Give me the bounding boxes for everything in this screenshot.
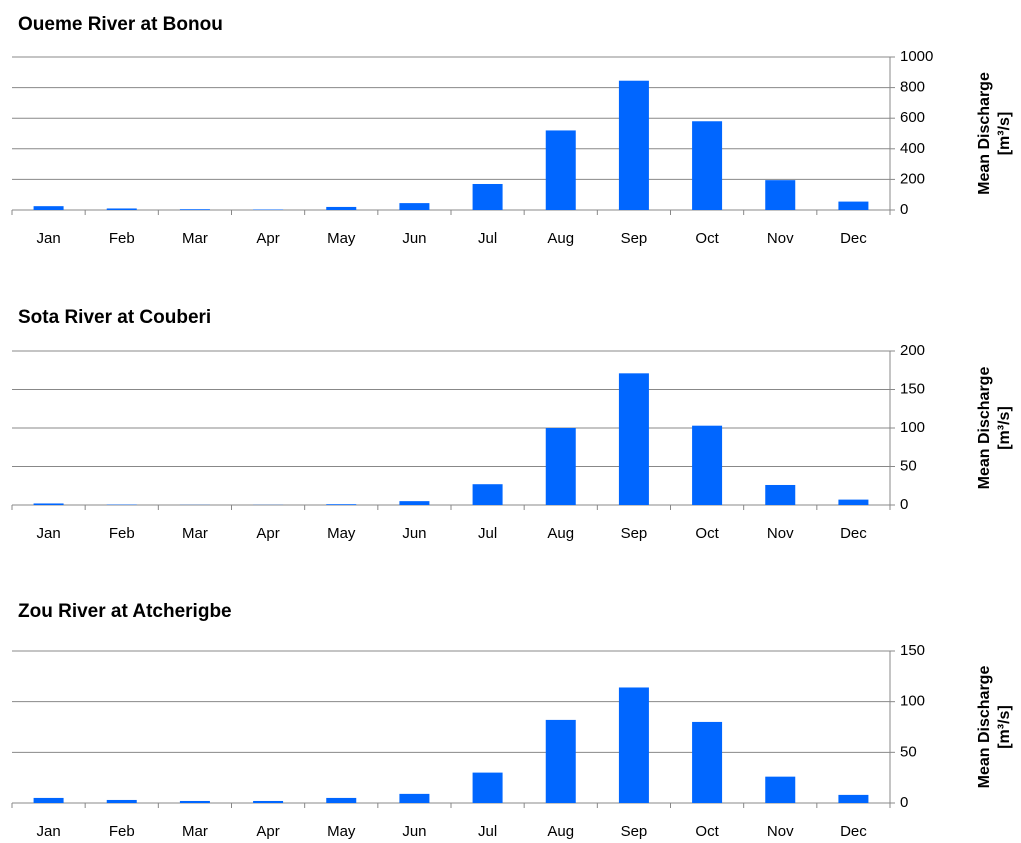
- x-tick-label: Aug: [547, 230, 574, 247]
- y-tick-label: 100: [900, 419, 925, 436]
- bar: [472, 484, 503, 505]
- y-tick-label: 50: [900, 457, 917, 474]
- x-tick-label: Sep: [621, 823, 648, 840]
- chart-title: Sota River at Couberi: [18, 307, 211, 328]
- y-tick-label: 150: [900, 642, 925, 659]
- y-tick-label: 400: [900, 140, 925, 157]
- bar: [838, 794, 869, 803]
- bar: [399, 793, 430, 803]
- bar: [545, 428, 576, 505]
- x-tick-label: Sep: [621, 525, 648, 542]
- x-tick-label: Feb: [109, 525, 135, 542]
- x-tick-label: Oct: [695, 525, 719, 542]
- x-tick-label: Jan: [36, 230, 60, 247]
- x-tick-label: May: [327, 823, 356, 840]
- bar: [692, 425, 723, 505]
- bar: [326, 797, 357, 803]
- x-tick-label: Jan: [36, 823, 60, 840]
- bar: [326, 504, 357, 505]
- bar: [253, 800, 284, 803]
- bar: [326, 206, 357, 210]
- bar: [545, 719, 576, 803]
- x-tick-label: Mar: [182, 230, 208, 247]
- x-tick-label: May: [327, 230, 356, 247]
- bar: [33, 797, 64, 803]
- x-tick-label: Jun: [402, 525, 426, 542]
- y-tick-label: 0: [900, 496, 908, 513]
- bar: [106, 208, 137, 210]
- bar: [618, 687, 649, 803]
- bar: [838, 201, 869, 210]
- bar: [472, 772, 503, 803]
- bar: [765, 180, 796, 210]
- x-tick-label: Feb: [109, 230, 135, 247]
- y-axis-label: [m³/s]: [996, 705, 1013, 749]
- bar: [765, 484, 796, 505]
- y-tick-label: 100: [900, 693, 925, 710]
- bar: [399, 501, 430, 505]
- x-tick-label: Jan: [36, 525, 60, 542]
- x-tick-label: Apr: [256, 230, 279, 247]
- y-tick-label: 150: [900, 380, 925, 397]
- x-tick-label: Jul: [478, 823, 497, 840]
- y-tick-label: 50: [900, 743, 917, 760]
- y-tick-label: 200: [900, 170, 925, 187]
- bar: [692, 721, 723, 803]
- bar: [618, 80, 649, 210]
- x-tick-label: Dec: [840, 823, 867, 840]
- y-axis-label: [m³/s]: [996, 406, 1013, 450]
- y-axis-label: [m³/s]: [996, 112, 1013, 156]
- x-tick-label: Apr: [256, 823, 279, 840]
- x-tick-label: Aug: [547, 525, 574, 542]
- x-tick-label: Jun: [402, 230, 426, 247]
- x-tick-label: Aug: [547, 823, 574, 840]
- y-axis-label: Mean Discharge: [976, 666, 993, 789]
- bar: [618, 373, 649, 505]
- y-tick-label: 600: [900, 109, 925, 126]
- y-axis-label: Mean Discharge: [976, 367, 993, 490]
- x-tick-label: Dec: [840, 230, 867, 247]
- x-tick-label: Jun: [402, 823, 426, 840]
- bar: [179, 800, 210, 803]
- bar: [33, 503, 64, 505]
- x-tick-label: Oct: [695, 823, 719, 840]
- x-tick-label: Nov: [767, 823, 794, 840]
- x-tick-label: Mar: [182, 525, 208, 542]
- bar: [472, 183, 503, 210]
- x-tick-label: Jul: [478, 230, 497, 247]
- bar: [106, 799, 137, 803]
- bar: [692, 121, 723, 210]
- x-tick-label: Sep: [621, 230, 648, 247]
- y-tick-label: 800: [900, 79, 925, 96]
- y-axis-label: Mean Discharge: [976, 72, 993, 195]
- x-tick-label: Dec: [840, 525, 867, 542]
- y-tick-label: 0: [900, 794, 908, 811]
- bar: [399, 203, 430, 210]
- chart-title: Zou River at Atcherigbe: [18, 601, 232, 622]
- bar: [765, 776, 796, 803]
- y-tick-label: 1000: [900, 48, 933, 65]
- x-tick-label: Mar: [182, 823, 208, 840]
- y-tick-label: 200: [900, 342, 925, 359]
- bar: [179, 209, 210, 210]
- bar: [838, 499, 869, 505]
- x-tick-label: May: [327, 525, 356, 542]
- y-tick-label: 0: [900, 201, 908, 218]
- x-tick-label: Feb: [109, 823, 135, 840]
- x-tick-label: Nov: [767, 230, 794, 247]
- x-tick-label: Apr: [256, 525, 279, 542]
- x-tick-label: Nov: [767, 525, 794, 542]
- bar: [545, 130, 576, 210]
- chart-title: Oueme River at Bonou: [18, 14, 223, 35]
- bar: [33, 206, 64, 210]
- x-tick-label: Oct: [695, 230, 719, 247]
- x-tick-label: Jul: [478, 525, 497, 542]
